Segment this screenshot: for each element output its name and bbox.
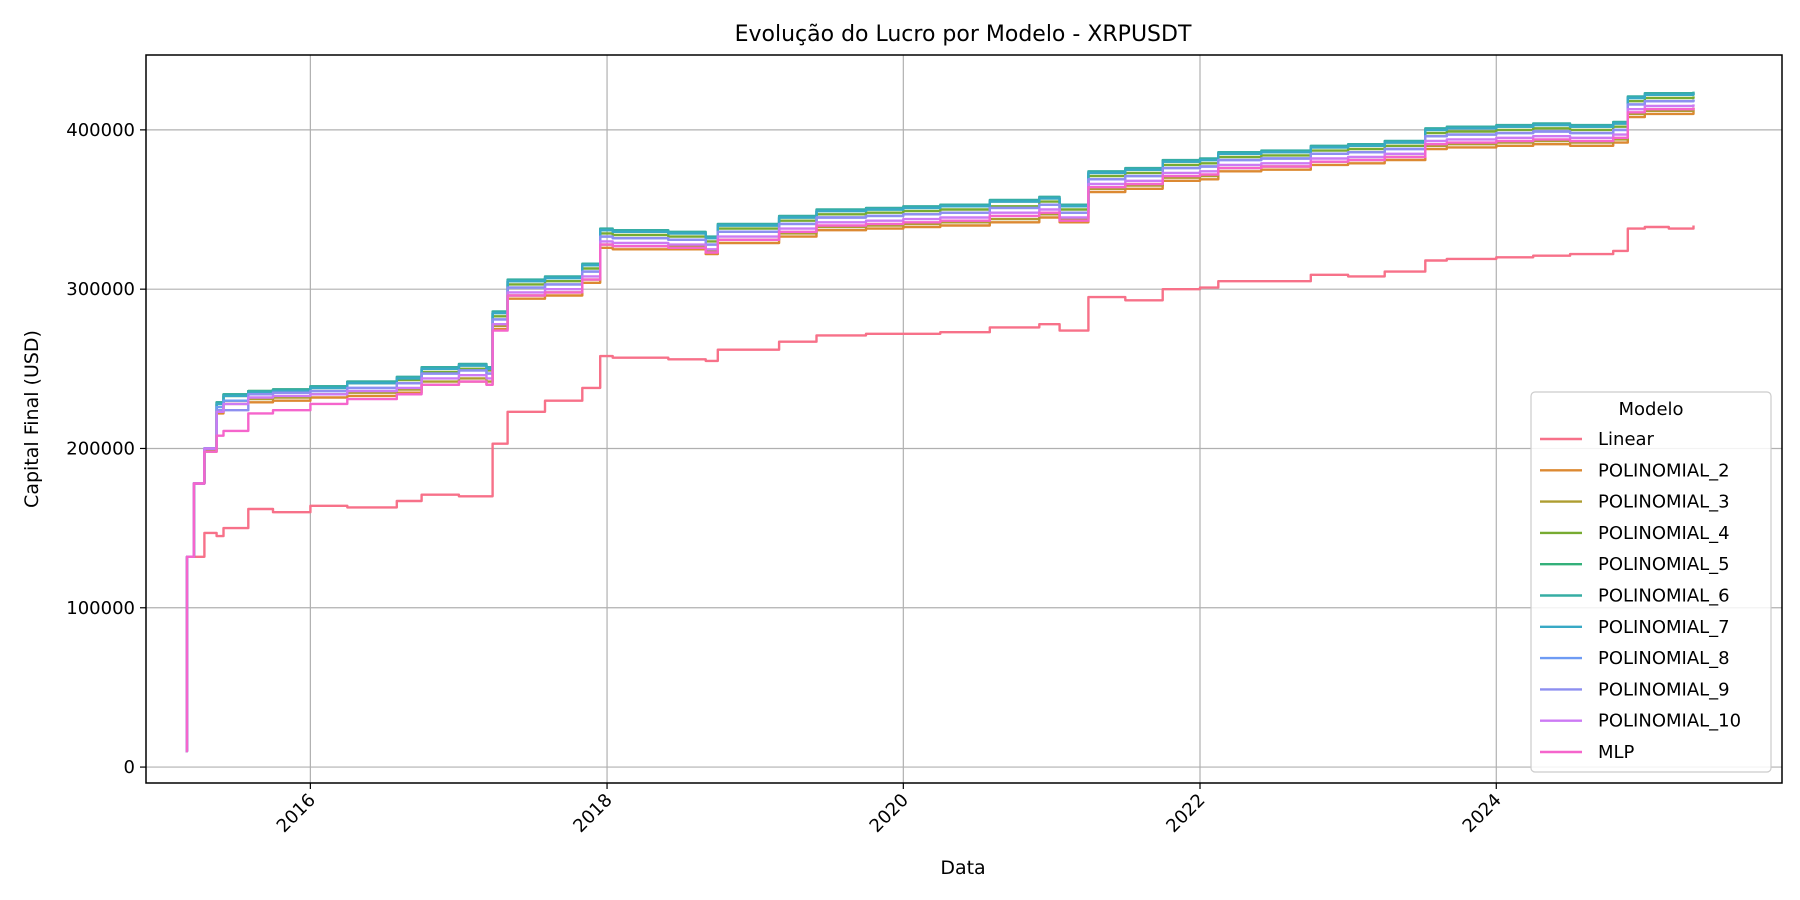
legend-label: POLINOMIAL_10	[1598, 711, 1741, 732]
chart-title: Evolução do Lucro por Modelo - XRPUSDT	[735, 22, 1192, 47]
legend-label: POLINOMIAL_7	[1598, 617, 1730, 638]
series-line-polinomial-10	[185, 104, 1695, 753]
y-tick-label: 400000	[66, 120, 135, 141]
x-axis-label: Data	[940, 857, 985, 879]
legend-item: Linear	[1540, 429, 1655, 450]
legend-item: POLINOMIAL_5	[1540, 554, 1730, 575]
y-tick-label: 300000	[66, 279, 135, 300]
legend-label: POLINOMIAL_3	[1598, 492, 1730, 513]
legend-label: MLP	[1598, 742, 1635, 763]
legend-title: Modelo	[1618, 399, 1683, 420]
y-tick-label: 0	[124, 757, 135, 778]
legend-item: POLINOMIAL_4	[1540, 523, 1730, 544]
legend-item: POLINOMIAL_9	[1540, 679, 1730, 700]
legend-label: POLINOMIAL_8	[1598, 648, 1730, 669]
legend-item: POLINOMIAL_2	[1540, 460, 1730, 481]
legend-label: POLINOMIAL_6	[1598, 586, 1730, 607]
legend-item: POLINOMIAL_8	[1540, 648, 1730, 669]
series-line-mlp	[185, 107, 1695, 753]
series-line-linear	[185, 225, 1695, 753]
legend-item: POLINOMIAL_3	[1540, 492, 1730, 513]
legend-item: POLINOMIAL_6	[1540, 586, 1730, 607]
legend-item: MLP	[1540, 742, 1635, 763]
legend-label: Linear	[1598, 429, 1655, 450]
legend-items: Linear POLINOMIAL_2 POLINOMIAL_3 POLINOMIAL…	[1540, 429, 1741, 763]
legend-item: POLINOMIAL_7	[1540, 617, 1730, 638]
legend-label: POLINOMIAL_2	[1598, 460, 1730, 481]
legend-item: POLINOMIAL_10	[1540, 711, 1741, 732]
y-tick-label: 200000	[66, 438, 135, 459]
y-axis-label: Capital Final (USD)	[21, 330, 43, 508]
legend-box	[1530, 391, 1772, 773]
series-lines	[185, 91, 1695, 753]
legend-label: POLINOMIAL_4	[1598, 523, 1730, 544]
legend-label: POLINOMIAL_5	[1598, 554, 1730, 575]
series-line-polinomial-2	[185, 110, 1695, 753]
y-tick-label: 100000	[66, 598, 135, 619]
legend: Modelo Linear POLINOMIAL_2 POLINOMIAL_3 POL…	[1530, 391, 1772, 773]
series-line-polinomial-9	[185, 99, 1695, 753]
legend-label: POLINOMIAL_9	[1598, 679, 1730, 700]
y-axis: 0 100000 200000 300000 400000	[66, 120, 146, 778]
plot-frame	[145, 54, 1783, 784]
